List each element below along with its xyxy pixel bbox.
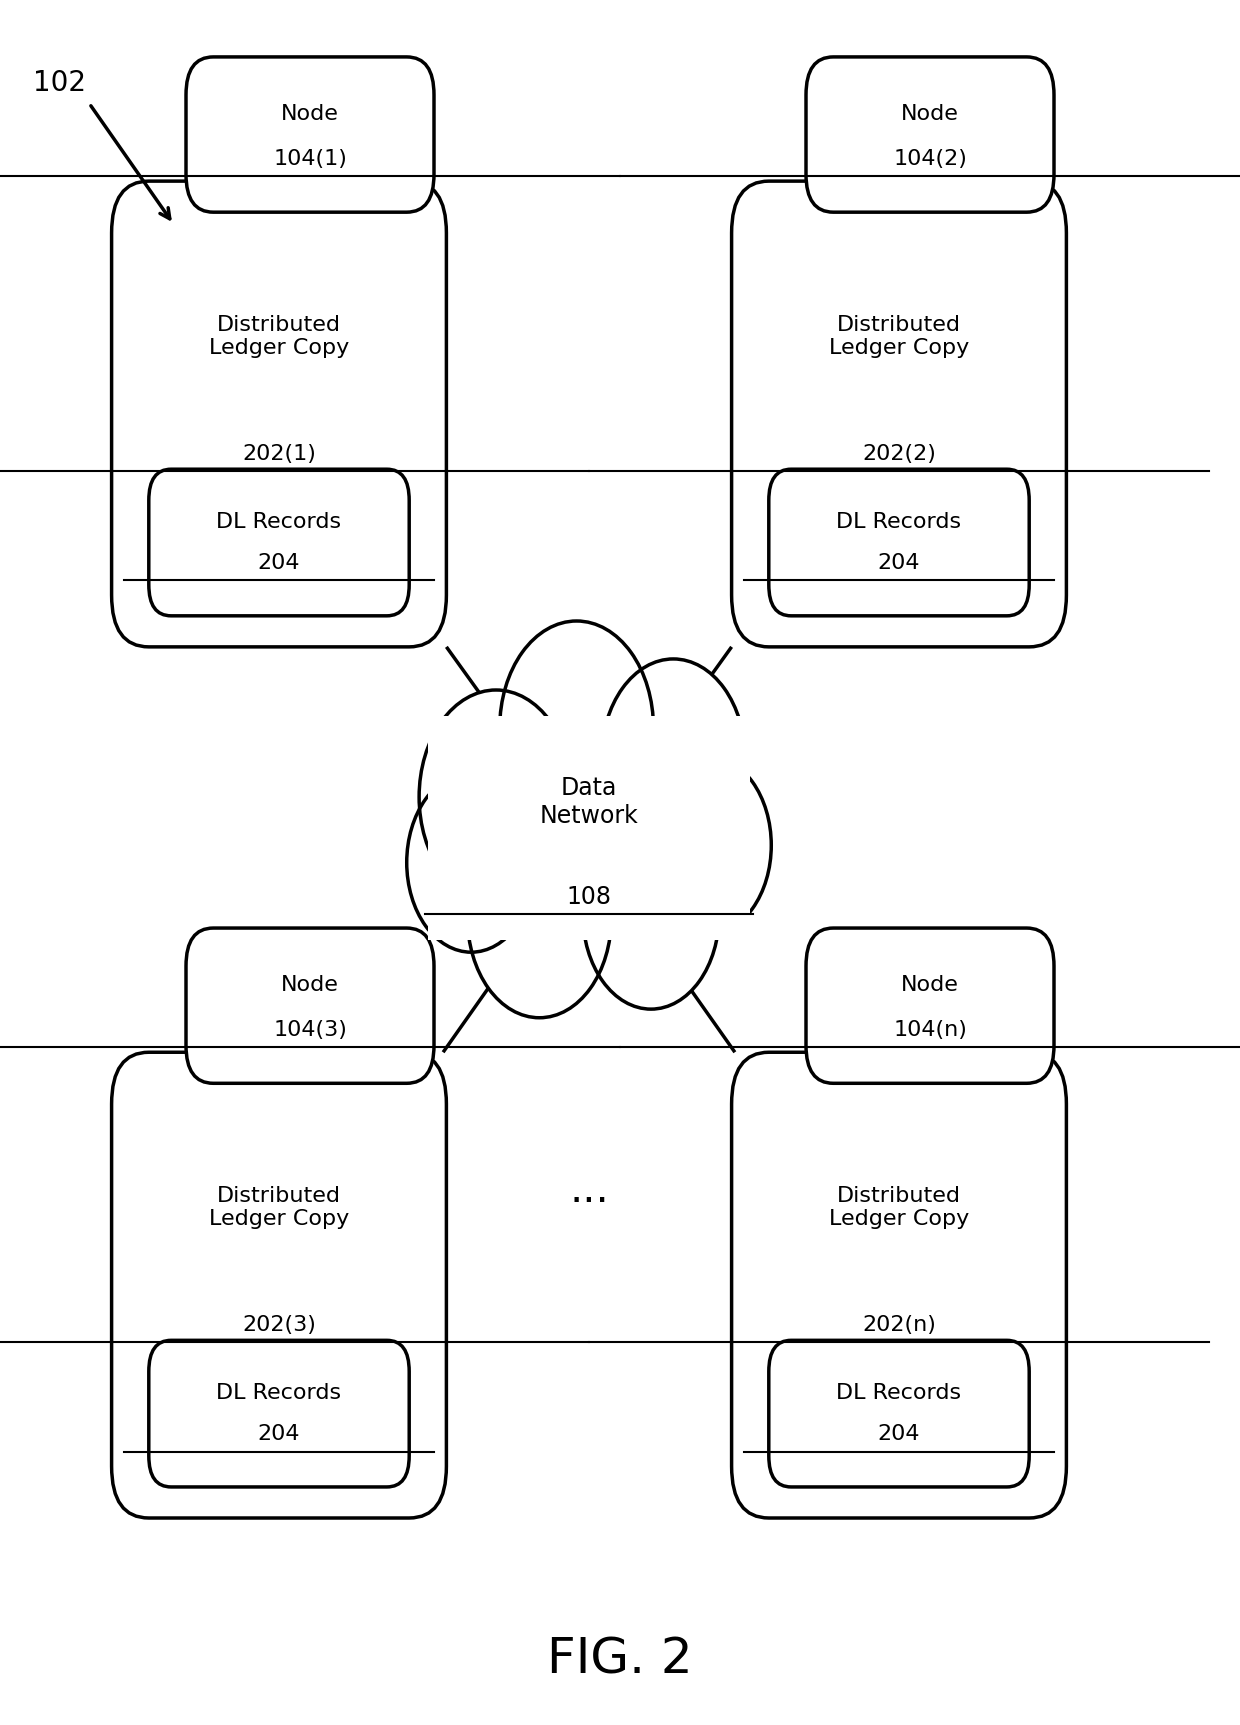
Text: 202(1): 202(1) xyxy=(242,443,316,464)
Text: DL Records: DL Records xyxy=(217,1383,341,1402)
FancyBboxPatch shape xyxy=(112,181,446,647)
Text: DL Records: DL Records xyxy=(837,1383,961,1402)
FancyBboxPatch shape xyxy=(149,1340,409,1487)
Text: Node: Node xyxy=(901,975,959,995)
Text: Data
Network: Data Network xyxy=(539,776,639,828)
Text: DL Records: DL Records xyxy=(217,512,341,531)
Circle shape xyxy=(407,773,536,952)
FancyBboxPatch shape xyxy=(428,716,750,940)
FancyBboxPatch shape xyxy=(769,469,1029,616)
Text: Node: Node xyxy=(901,104,959,124)
Text: 204: 204 xyxy=(258,1425,300,1444)
Text: 204: 204 xyxy=(878,1425,920,1444)
FancyBboxPatch shape xyxy=(186,928,434,1083)
Text: 204: 204 xyxy=(878,554,920,573)
FancyBboxPatch shape xyxy=(732,181,1066,647)
Text: 204: 204 xyxy=(258,554,300,573)
Text: ...: ... xyxy=(569,1170,609,1211)
Text: 104(n): 104(n) xyxy=(893,1019,967,1040)
Text: Node: Node xyxy=(281,975,339,995)
Text: 102: 102 xyxy=(33,69,86,97)
Circle shape xyxy=(583,819,719,1009)
Circle shape xyxy=(500,621,653,835)
Text: DL Records: DL Records xyxy=(837,512,961,531)
Text: 104(3): 104(3) xyxy=(273,1019,347,1040)
Text: Distributed
Ledger Copy: Distributed Ledger Copy xyxy=(828,1185,970,1230)
FancyBboxPatch shape xyxy=(806,928,1054,1083)
Text: Node: Node xyxy=(281,104,339,124)
Text: Distributed
Ledger Copy: Distributed Ledger Copy xyxy=(828,314,970,359)
Text: 108: 108 xyxy=(567,885,611,909)
Text: FIG. 2: FIG. 2 xyxy=(547,1635,693,1684)
Text: Distributed
Ledger Copy: Distributed Ledger Copy xyxy=(208,1185,350,1230)
Circle shape xyxy=(467,818,611,1018)
Text: 202(3): 202(3) xyxy=(242,1314,316,1335)
Text: Distributed
Ledger Copy: Distributed Ledger Copy xyxy=(208,314,350,359)
Text: 202(2): 202(2) xyxy=(862,443,936,464)
Text: 104(1): 104(1) xyxy=(273,148,347,169)
FancyBboxPatch shape xyxy=(186,57,434,212)
Text: 202(n): 202(n) xyxy=(862,1314,936,1335)
Circle shape xyxy=(642,756,771,935)
FancyBboxPatch shape xyxy=(769,1340,1029,1487)
FancyBboxPatch shape xyxy=(112,1052,446,1518)
Circle shape xyxy=(419,690,573,904)
Circle shape xyxy=(601,659,745,859)
FancyBboxPatch shape xyxy=(806,57,1054,212)
Text: 104(2): 104(2) xyxy=(893,148,967,169)
FancyBboxPatch shape xyxy=(732,1052,1066,1518)
FancyBboxPatch shape xyxy=(149,469,409,616)
